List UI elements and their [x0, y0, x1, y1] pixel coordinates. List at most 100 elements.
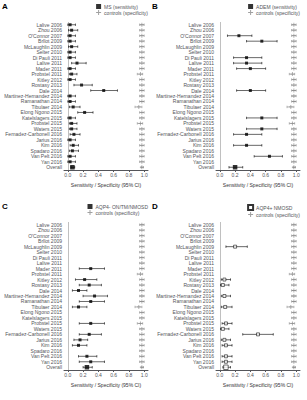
- svg-text:Sensitivity / Specificity (95%: Sensitivity / Specificity (95% CI): [71, 382, 142, 388]
- svg-text:Brllot 2009: Brllot 2009: [38, 238, 62, 245]
- svg-text:0.8: 0.8: [125, 172, 132, 178]
- svg-text:Lalive 2011: Lalive 2011: [36, 260, 62, 267]
- svg-text:0.0: 0.0: [64, 172, 71, 178]
- svg-text:McLaughlin 2009: McLaughlin 2009: [175, 43, 214, 50]
- svg-text:0.6: 0.6: [110, 372, 117, 378]
- svg-text:Kitley 2012: Kitley 2012: [37, 276, 62, 283]
- svg-text:Zhou 2006: Zhou 2006: [38, 227, 62, 234]
- svg-text:0.4: 0.4: [95, 172, 102, 178]
- svg-text:O'Connor 2007: O'Connor 2007: [28, 32, 62, 39]
- svg-text:0.2: 0.2: [232, 372, 239, 378]
- svg-text:1.0: 1.0: [293, 172, 300, 178]
- svg-text:controls (specificity): controls (specificity): [95, 210, 139, 216]
- svg-text:Selter 2010: Selter 2010: [36, 49, 62, 56]
- svg-text:Brllot 2009: Brllot 2009: [38, 38, 62, 45]
- svg-text:B: B: [152, 2, 158, 11]
- svg-text:Waters 2015: Waters 2015: [185, 125, 214, 132]
- svg-text:Katelslagers 2015: Katelslagers 2015: [22, 114, 62, 121]
- svg-text:0.8: 0.8: [277, 372, 284, 378]
- svg-text:Lalive 2006: Lalive 2006: [188, 21, 214, 28]
- svg-text:0.8: 0.8: [277, 172, 284, 178]
- svg-text:Ramanathan 2014: Ramanathan 2014: [172, 98, 214, 105]
- svg-text:McLaughlin 2009: McLaughlin 2009: [23, 243, 62, 250]
- svg-text:Dale 2014: Dale 2014: [191, 87, 214, 94]
- svg-text:1.0: 1.0: [141, 372, 148, 378]
- svg-text:McLaughlin 2009: McLaughlin 2009: [23, 43, 62, 50]
- svg-text:0.6: 0.6: [262, 372, 269, 378]
- svg-text:controls (specificity): controls (specificity): [256, 212, 300, 218]
- svg-text:Yan 2016: Yan 2016: [193, 158, 214, 165]
- svg-text:Elong Ngono 2015: Elong Ngono 2015: [172, 109, 214, 116]
- svg-text:Probstel 2011: Probstel 2011: [31, 71, 62, 78]
- svg-text:0.0: 0.0: [64, 372, 71, 378]
- svg-text:Van Pelt 2016: Van Pelt 2016: [31, 153, 62, 160]
- svg-text:Sensitivity / Specificity (95%: Sensitivity / Specificity (95% CI): [223, 182, 294, 188]
- svg-text:Mader 2011: Mader 2011: [187, 65, 214, 72]
- svg-text:0.8: 0.8: [125, 372, 132, 378]
- svg-text:0.6: 0.6: [110, 172, 117, 178]
- svg-text:Ramanathan 2014: Ramanathan 2014: [20, 298, 62, 305]
- svg-text:Probstel 2015: Probstel 2015: [183, 120, 214, 127]
- svg-text:Selter 2010: Selter 2010: [188, 49, 214, 56]
- svg-text:Lalive 2006: Lalive 2006: [36, 221, 62, 228]
- svg-text:Zhou 2006: Zhou 2006: [190, 27, 214, 34]
- svg-text:Fernadez-Carbonell 2016: Fernadez-Carbonell 2016: [5, 131, 62, 138]
- svg-text:controls (specificity): controls (specificity): [256, 10, 300, 16]
- svg-text:Ramanathan 2014: Ramanathan 2014: [20, 98, 62, 105]
- svg-text:Sensitivity / Specificity (95%: Sensitivity / Specificity (95% CI): [71, 182, 142, 188]
- svg-text:C: C: [2, 202, 8, 211]
- svg-text:Selter 2010: Selter 2010: [36, 249, 62, 256]
- svg-text:A: A: [2, 2, 8, 11]
- svg-text:0.4: 0.4: [247, 172, 254, 178]
- svg-text:Lalive 2011: Lalive 2011: [36, 60, 62, 67]
- svg-text:1.0: 1.0: [293, 372, 300, 378]
- svg-text:0.2: 0.2: [80, 372, 87, 378]
- svg-text:O'Connor 2007: O'Connor 2007: [180, 32, 214, 39]
- svg-text:Dale 2014: Dale 2014: [39, 87, 62, 94]
- svg-text:Fernadez-Carbonell 2016: Fernadez-Carbonell 2016: [157, 131, 214, 138]
- svg-text:Kim 2016: Kim 2016: [40, 142, 62, 149]
- svg-text:Probstel 2011: Probstel 2011: [31, 271, 62, 278]
- svg-text:Waters 2015: Waters 2015: [33, 125, 62, 132]
- svg-text:0.4: 0.4: [247, 372, 254, 378]
- svg-text:Probstel 2015: Probstel 2015: [31, 120, 62, 127]
- svg-text:Jarius 2016: Jarius 2016: [36, 136, 62, 143]
- svg-text:0.0: 0.0: [216, 172, 223, 178]
- svg-text:Brllot 2009: Brllot 2009: [190, 38, 214, 45]
- svg-text:Jarius 2016: Jarius 2016: [188, 136, 214, 143]
- svg-text:0.4: 0.4: [95, 372, 102, 378]
- svg-text:Spadaro 2016: Spadaro 2016: [182, 147, 214, 154]
- svg-text:0.0: 0.0: [216, 372, 223, 378]
- svg-text:AQP4+ NMOSD: AQP4+ NMOSD: [256, 205, 293, 211]
- svg-text:Van Pelt 2016: Van Pelt 2016: [183, 153, 214, 160]
- svg-text:Overall: Overall: [46, 364, 62, 370]
- svg-text:controls (specificity): controls (specificity): [104, 10, 148, 16]
- svg-text:Elong Ngono 2015: Elong Ngono 2015: [20, 109, 62, 116]
- svg-text:Lalive 2006: Lalive 2006: [36, 21, 62, 28]
- svg-text:D: D: [152, 202, 158, 211]
- svg-text:Sensitivity / Specificity (95%: Sensitivity / Specificity (95% CI): [223, 382, 294, 388]
- svg-text:Spadaro 2016: Spadaro 2016: [30, 147, 62, 154]
- svg-text:Kim 2016: Kim 2016: [192, 142, 214, 149]
- svg-text:Di Pauli 2011: Di Pauli 2011: [184, 54, 214, 61]
- svg-text:Mader 2011: Mader 2011: [35, 65, 62, 72]
- svg-text:Yan 2016: Yan 2016: [41, 158, 62, 165]
- svg-text:Di Pauli 2011: Di Pauli 2011: [32, 54, 62, 61]
- svg-text:Probstel 2011: Probstel 2011: [183, 71, 214, 78]
- svg-text:0.6: 0.6: [262, 172, 269, 178]
- svg-text:Dale 2014: Dale 2014: [39, 287, 62, 294]
- svg-text:Overall: Overall: [198, 164, 214, 170]
- svg-text:Overall: Overall: [46, 164, 62, 170]
- svg-text:Mader 2011: Mader 2011: [35, 265, 62, 272]
- svg-text:Kitley 2012: Kitley 2012: [37, 76, 62, 83]
- svg-text:Lalive 2011: Lalive 2011: [188, 60, 214, 67]
- svg-text:Zhou 2006: Zhou 2006: [38, 27, 62, 34]
- svg-text:Katelslagers 2015: Katelslagers 2015: [174, 114, 214, 121]
- svg-text:Overall: Overall: [198, 364, 214, 370]
- svg-text:Kitley 2012: Kitley 2012: [189, 76, 214, 83]
- svg-text:0.2: 0.2: [232, 172, 239, 178]
- svg-text:O'Connor 2007: O'Connor 2007: [28, 232, 62, 239]
- svg-text:Di Pauli 2011: Di Pauli 2011: [32, 254, 62, 261]
- svg-text:0.2: 0.2: [80, 172, 87, 178]
- svg-text:1.0: 1.0: [141, 172, 148, 178]
